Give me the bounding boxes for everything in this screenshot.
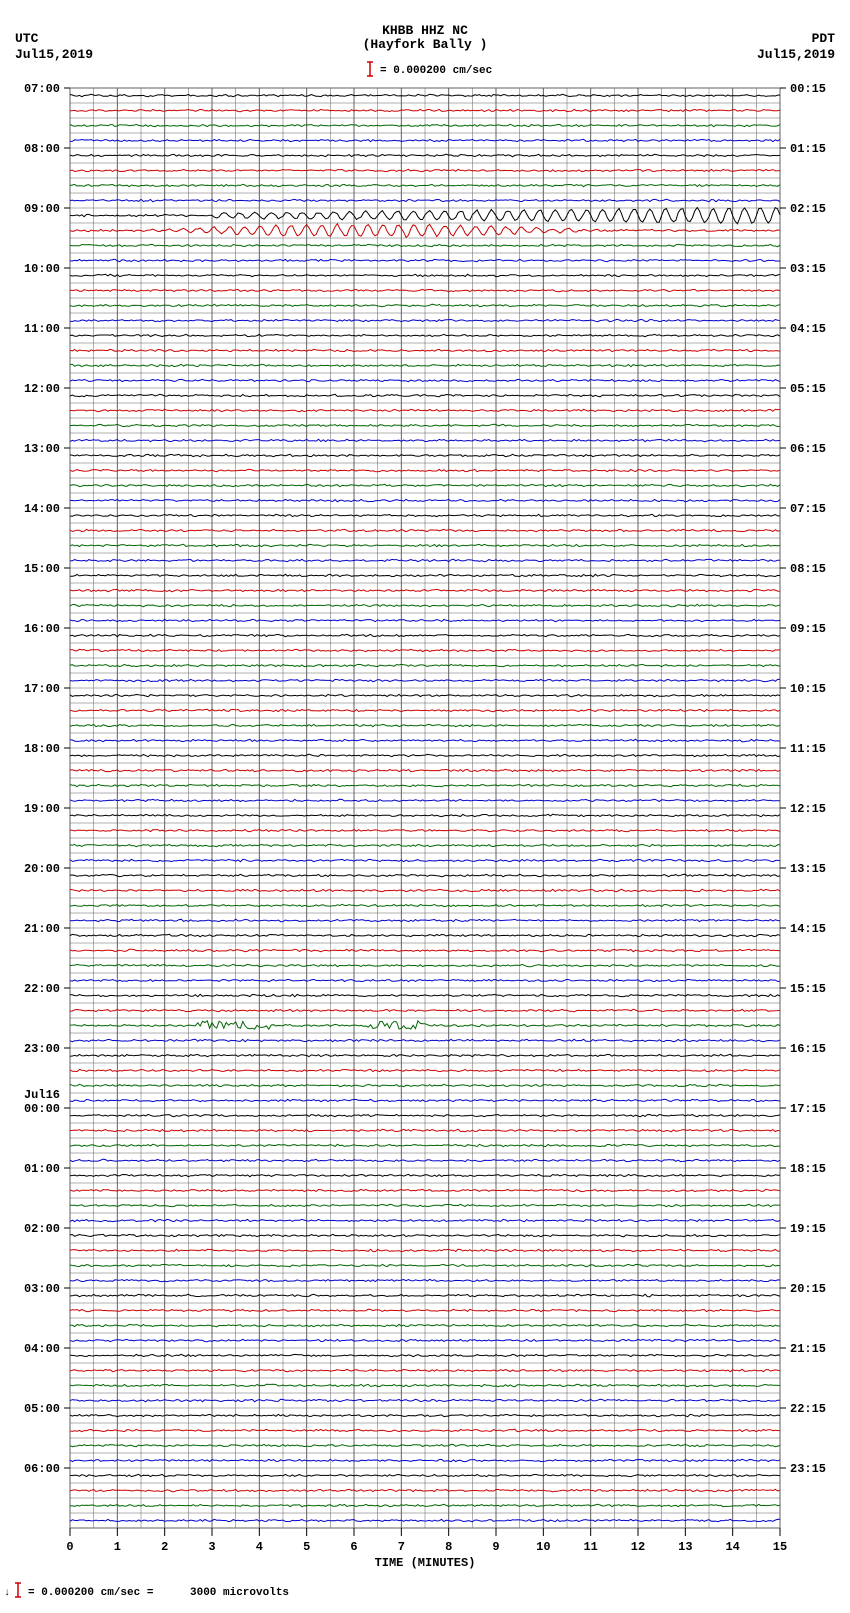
right-hour-label: 16:15 (790, 1042, 826, 1056)
right-hour-label: 20:15 (790, 1282, 826, 1296)
right-hour-label: 01:15 (790, 142, 826, 156)
left-hour-label: 17:00 (24, 682, 60, 696)
right-hour-label: 18:15 (790, 1162, 826, 1176)
left-hour-label: 21:00 (24, 922, 60, 936)
x-tick-label: 1 (114, 1540, 121, 1554)
left-hour-label: 10:00 (24, 262, 60, 276)
x-tick-label: 14 (725, 1540, 739, 1554)
x-tick-label: 9 (492, 1540, 499, 1554)
x-tick-label: 2 (161, 1540, 168, 1554)
footer-scale: = 0.000200 cm/sec = (28, 1587, 154, 1599)
left-hour-label: 02:00 (24, 1222, 60, 1236)
right-hour-label: 13:15 (790, 862, 826, 876)
x-tick-label: 11 (583, 1540, 597, 1554)
right-tz: PDT (812, 31, 836, 46)
x-tick-label: 10 (536, 1540, 550, 1554)
left-hour-label: 09:00 (24, 202, 60, 216)
left-hour-label: 00:00 (24, 1102, 60, 1116)
left-hour-label: 22:00 (24, 982, 60, 996)
right-hour-label: 07:15 (790, 502, 826, 516)
right-hour-label: 08:15 (790, 562, 826, 576)
x-tick-label: 4 (256, 1540, 263, 1554)
x-tick-label: 3 (208, 1540, 215, 1554)
footer-microvolts: 3000 microvolts (190, 1587, 289, 1599)
helicorder-svg: KHBB HHZ NC(Hayfork Bally ) = 0.000200 cm… (0, 0, 850, 1613)
x-tick-label: 0 (66, 1540, 73, 1554)
right-hour-label: 06:15 (790, 442, 826, 456)
left-hour-label: 04:00 (24, 1342, 60, 1356)
left-hour-label: 03:00 (24, 1282, 60, 1296)
helicorder-container: KHBB HHZ NC(Hayfork Bally ) = 0.000200 cm… (0, 0, 850, 1613)
right-hour-label: 15:15 (790, 982, 826, 996)
left-hour-label: 15:00 (24, 562, 60, 576)
x-tick-label: 12 (631, 1540, 645, 1554)
right-hour-label: 11:15 (790, 742, 826, 756)
right-hour-label: 04:15 (790, 322, 826, 336)
right-hour-label: 10:15 (790, 682, 826, 696)
footer-tick: ↓ (4, 1588, 10, 1599)
left-hour-label: 23:00 (24, 1042, 60, 1056)
left-hour-label: 01:00 (24, 1162, 60, 1176)
x-axis-label: TIME (MINUTES) (375, 1556, 476, 1570)
left-tz: UTC (15, 31, 39, 46)
location-title: (Hayfork Bally ) (363, 37, 488, 52)
left-hour-label: 11:00 (24, 322, 60, 336)
right-hour-label: 19:15 (790, 1222, 826, 1236)
station-title: KHBB HHZ NC (382, 23, 468, 38)
x-tick-label: 7 (398, 1540, 405, 1554)
left-hour-label: 12:00 (24, 382, 60, 396)
right-date: Jul15,2019 (757, 47, 835, 62)
right-hour-label: 05:15 (790, 382, 826, 396)
right-hour-label: 22:15 (790, 1402, 826, 1416)
x-tick-label: 8 (445, 1540, 452, 1554)
left-day-label: Jul16 (24, 1088, 60, 1102)
left-date: Jul15,2019 (15, 47, 93, 62)
left-hour-label: 08:00 (24, 142, 60, 156)
left-hour-label: 13:00 (24, 442, 60, 456)
x-tick-label: 15 (773, 1540, 787, 1554)
right-hour-label: 02:15 (790, 202, 826, 216)
x-tick-label: 6 (350, 1540, 357, 1554)
right-hour-label: 14:15 (790, 922, 826, 936)
left-hour-label: 19:00 (24, 802, 60, 816)
scale-label: = 0.000200 cm/sec (380, 65, 492, 77)
left-hour-label: 07:00 (24, 82, 60, 96)
x-tick-label: 13 (678, 1540, 692, 1554)
left-hour-label: 05:00 (24, 1402, 60, 1416)
left-hour-label: 20:00 (24, 862, 60, 876)
right-hour-label: 23:15 (790, 1462, 826, 1476)
x-tick-label: 5 (303, 1540, 310, 1554)
right-hour-label: 21:15 (790, 1342, 826, 1356)
right-hour-label: 09:15 (790, 622, 826, 636)
right-hour-label: 00:15 (790, 82, 826, 96)
right-hour-label: 03:15 (790, 262, 826, 276)
left-hour-label: 14:00 (24, 502, 60, 516)
left-hour-label: 18:00 (24, 742, 60, 756)
right-hour-label: 17:15 (790, 1102, 826, 1116)
left-hour-label: 06:00 (24, 1462, 60, 1476)
right-hour-label: 12:15 (790, 802, 826, 816)
left-hour-label: 16:00 (24, 622, 60, 636)
